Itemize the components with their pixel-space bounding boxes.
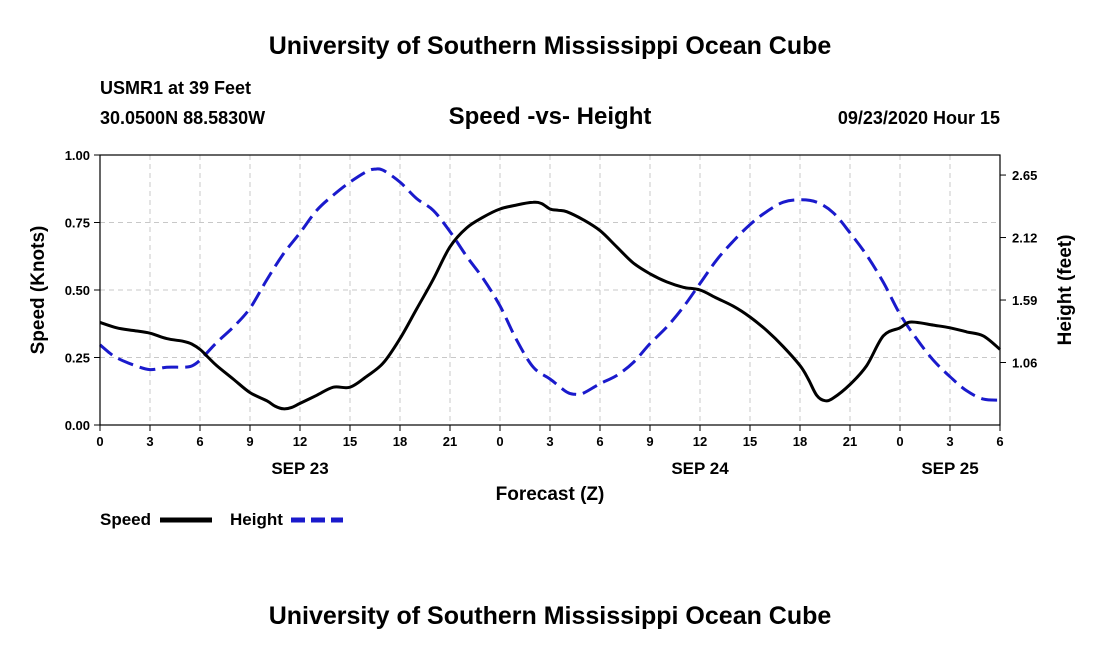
date-label: SEP 25: [921, 459, 978, 478]
x-tick-label: 3: [146, 434, 153, 449]
x-tick-label: 9: [646, 434, 653, 449]
right-tick-label: 1.06: [1012, 356, 1037, 371]
right-tick-label: 2.65: [1012, 168, 1037, 183]
datetime-label: 09/23/2020 Hour 15: [838, 108, 1000, 128]
left-tick-label: 0.25: [65, 351, 90, 366]
series-layer: [99, 167, 1001, 411]
x-tick-label: 9: [246, 434, 253, 449]
left-tick-label: 0.00: [65, 418, 90, 433]
header-title: University of Southern Mississippi Ocean…: [269, 32, 832, 60]
right-tick-label: 2.12: [1012, 231, 1037, 246]
x-tick-label: 6: [996, 434, 1003, 449]
x-tick-label: 0: [496, 434, 503, 449]
axes: 0 3 6 9 12 15 18 21 0 3 6 9 12 15 18 21 0 3 6 SEP 23 SEP 24 S…: [65, 148, 1038, 478]
x-tick-label: 21: [843, 434, 857, 449]
legend-label-height: Height: [230, 510, 283, 529]
station-label: USMR1 at 39 Feet: [100, 78, 251, 98]
legend: Speed Height: [100, 510, 343, 529]
x-tick-label: 3: [946, 434, 953, 449]
x-tick-label: 15: [743, 434, 757, 449]
legend-label-speed: Speed: [100, 510, 151, 529]
x-tick-label: 18: [793, 434, 807, 449]
chart-title: Speed -vs- Height: [449, 103, 652, 130]
left-axis-label: Speed (Knots): [28, 226, 49, 355]
left-tick-label: 0.50: [65, 283, 90, 298]
coordinates-label: 30.0500N 88.5830W: [100, 108, 265, 128]
grid: [100, 155, 1000, 425]
x-tick-label: 15: [343, 434, 357, 449]
footer-title: University of Southern Mississippi Ocean…: [269, 602, 832, 630]
series-line-height: [99, 167, 1001, 402]
right-axis-label: Height (feet): [1055, 235, 1076, 346]
x-axis-label: Forecast (Z): [496, 484, 605, 505]
x-tick-label: 0: [896, 434, 903, 449]
left-tick-label: 1.00: [65, 148, 90, 163]
x-tick-label: 12: [693, 434, 707, 449]
series-line-speed: [99, 200, 1001, 411]
left-tick-label: 0.75: [65, 216, 90, 231]
x-tick-label: 21: [443, 434, 457, 449]
date-label: SEP 24: [671, 459, 729, 478]
x-tick-label: 6: [596, 434, 603, 449]
x-tick-label: 12: [293, 434, 307, 449]
x-tick-label: 6: [196, 434, 203, 449]
date-label: SEP 23: [271, 459, 328, 478]
right-tick-label: 1.59: [1012, 293, 1037, 308]
x-tick-label: 0: [96, 434, 103, 449]
x-tick-label: 3: [546, 434, 553, 449]
x-tick-label: 18: [393, 434, 407, 449]
